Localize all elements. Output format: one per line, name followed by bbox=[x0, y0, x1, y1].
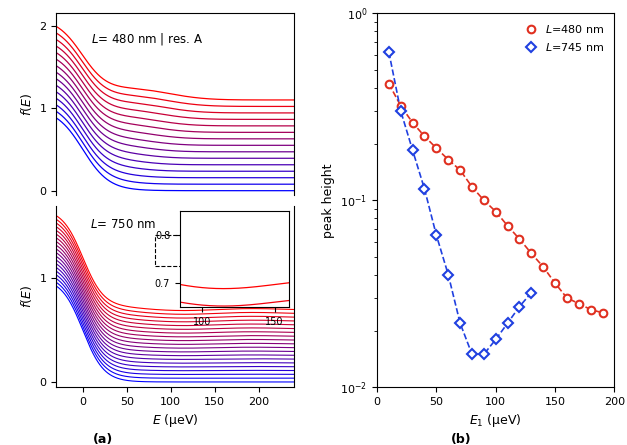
$L$=745 nm bbox=[397, 109, 404, 114]
Y-axis label: $f(E)$: $f(E)$ bbox=[19, 93, 34, 116]
$L$=480 nm bbox=[480, 198, 488, 203]
$L$=745 nm bbox=[456, 320, 464, 326]
$L$=480 nm bbox=[587, 307, 594, 312]
Text: $L$= 480 nm | res. A: $L$= 480 nm | res. A bbox=[90, 32, 203, 48]
Text: (b): (b) bbox=[451, 433, 471, 445]
$L$=480 nm bbox=[468, 184, 476, 190]
Line: $L$=480 nm: $L$=480 nm bbox=[385, 80, 606, 316]
$L$=480 nm bbox=[539, 264, 547, 270]
$L$=480 nm bbox=[527, 251, 535, 256]
X-axis label: $E_1$ (μeV): $E_1$ (μeV) bbox=[470, 413, 522, 429]
$L$=480 nm bbox=[563, 295, 571, 301]
X-axis label: $E$ (μeV): $E$ (μeV) bbox=[152, 413, 199, 429]
Bar bbox=[155, 235, 224, 266]
Line: $L$=745 nm: $L$=745 nm bbox=[386, 49, 535, 358]
$L$=745 nm bbox=[385, 49, 393, 55]
$L$=480 nm bbox=[433, 146, 440, 151]
$L$=480 nm bbox=[445, 157, 452, 162]
$L$=745 nm bbox=[445, 272, 452, 277]
$L$=745 nm bbox=[504, 320, 512, 326]
$L$=480 nm bbox=[385, 81, 393, 86]
$L$=480 nm bbox=[397, 103, 404, 109]
Text: (a): (a) bbox=[93, 433, 113, 445]
$L$=480 nm bbox=[504, 223, 512, 228]
$L$=745 nm bbox=[480, 352, 488, 357]
$L$=745 nm bbox=[409, 148, 416, 153]
Legend: $L$=480 nm, $L$=745 nm: $L$=480 nm, $L$=745 nm bbox=[519, 19, 609, 57]
$L$=480 nm bbox=[551, 280, 559, 286]
$L$=745 nm bbox=[421, 186, 428, 192]
$L$=745 nm bbox=[433, 233, 440, 238]
Y-axis label: $f(E)$: $f(E)$ bbox=[19, 285, 34, 308]
Text: $L$= 750 nm: $L$= 750 nm bbox=[90, 218, 156, 231]
$L$=480 nm bbox=[456, 167, 464, 173]
$L$=745 nm bbox=[527, 290, 535, 295]
$L$=480 nm bbox=[409, 120, 416, 125]
$L$=745 nm bbox=[492, 337, 500, 342]
$L$=480 nm bbox=[599, 310, 606, 316]
$L$=480 nm bbox=[516, 236, 524, 242]
$L$=480 nm bbox=[421, 134, 428, 139]
Y-axis label: peak height: peak height bbox=[322, 163, 335, 238]
$L$=480 nm bbox=[575, 301, 582, 306]
$L$=745 nm bbox=[516, 304, 524, 309]
$L$=745 nm bbox=[468, 352, 476, 357]
$L$=480 nm bbox=[492, 209, 500, 214]
